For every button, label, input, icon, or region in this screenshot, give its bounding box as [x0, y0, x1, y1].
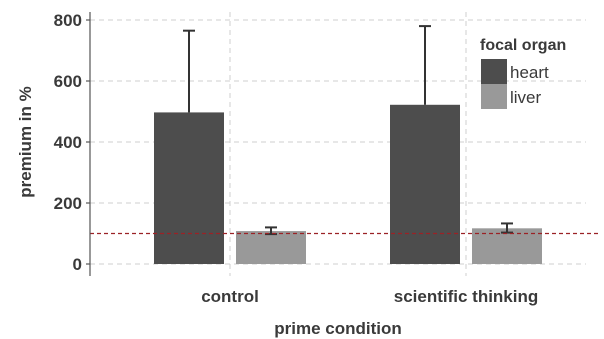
bar-liver — [236, 231, 306, 264]
legend-title: focal organ — [480, 37, 566, 54]
bar-heart — [154, 112, 224, 264]
y-tick-label: 0 — [73, 255, 82, 274]
x-tick-label: scientific thinking — [394, 287, 539, 306]
x-tick-label: control — [201, 287, 259, 306]
legend-label-heart: heart — [510, 63, 549, 82]
y-tick-label: 400 — [54, 133, 82, 152]
x-ticks: control scientific thinking — [201, 287, 538, 306]
y-tick-label: 800 — [54, 11, 82, 30]
legend-label-liver: liver — [510, 88, 542, 107]
y-axis-title: premium in % — [16, 86, 35, 197]
y-ticks: 0 200 400 600 800 — [54, 11, 90, 274]
y-tick-label: 200 — [54, 194, 82, 213]
legend-swatch-liver — [481, 84, 507, 109]
bar-liver — [472, 228, 542, 264]
bar-heart — [390, 104, 460, 264]
x-axis-title: prime condition — [274, 319, 402, 338]
bars — [154, 104, 542, 264]
legend-items: heart liver — [481, 59, 549, 109]
legend-swatch-heart — [481, 59, 507, 84]
legend: focal organ heart liver — [480, 37, 566, 109]
y-tick-label: 600 — [54, 72, 82, 91]
